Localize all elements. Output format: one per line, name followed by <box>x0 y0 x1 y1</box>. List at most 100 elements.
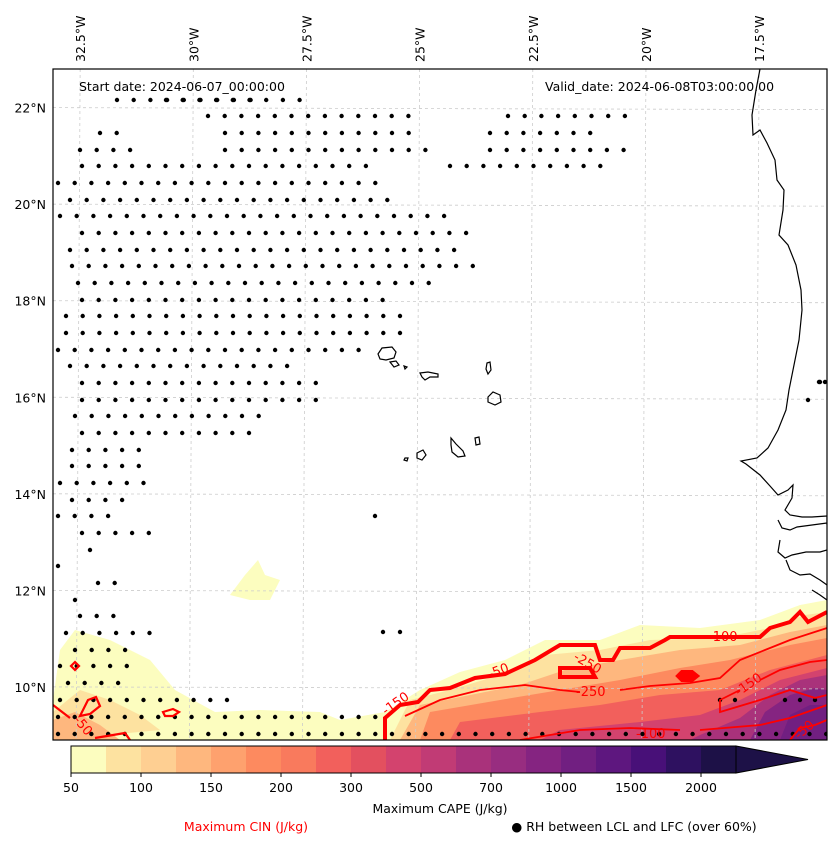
rh-marker <box>451 247 457 253</box>
rh-marker <box>323 714 328 720</box>
rh-marker <box>397 313 403 319</box>
rh-marker <box>325 213 330 219</box>
rh-marker <box>172 180 178 186</box>
colorbar-segment <box>456 746 492 773</box>
rh-marker <box>55 180 61 186</box>
rh-marker <box>514 163 519 169</box>
rh-marker <box>114 97 120 103</box>
rh-marker <box>89 714 94 720</box>
rh-marker <box>89 413 94 419</box>
rh-marker <box>640 731 645 737</box>
rh-marker <box>351 197 357 203</box>
rh-marker <box>113 163 118 169</box>
rh-marker <box>112 580 117 586</box>
rh-marker <box>341 213 347 219</box>
colorbar-segment <box>211 746 247 773</box>
rh-marker <box>109 280 114 286</box>
colorbar-tick-label: 500 <box>409 780 433 795</box>
rh-marker <box>57 663 63 669</box>
rh-marker <box>168 247 173 253</box>
rh-marker <box>156 347 161 353</box>
lon-tick-label: 25°W <box>413 27 428 62</box>
cin-contours <box>53 609 827 740</box>
rh-marker <box>230 380 235 386</box>
rh-marker <box>263 230 268 236</box>
rh-marker <box>588 147 593 153</box>
rh-marker <box>111 613 116 619</box>
rh-marker <box>251 197 256 203</box>
rh-marker <box>353 263 359 269</box>
rh-marker <box>180 330 186 336</box>
rh-marker <box>251 247 256 253</box>
cin-contour-50-thick <box>383 609 827 740</box>
colorbar-tick-label: 100 <box>129 780 153 795</box>
lat-tick-label: 10°N <box>14 680 46 695</box>
rh-marker <box>370 263 375 269</box>
rh-marker <box>263 297 268 303</box>
rh-marker <box>251 363 256 369</box>
rh-marker <box>213 297 218 303</box>
rh-marker <box>146 430 151 436</box>
rh-markers <box>55 97 827 737</box>
rh-marker <box>129 430 135 436</box>
rh-marker <box>297 97 302 103</box>
rh-marker <box>159 280 164 286</box>
rh-marker <box>439 731 445 737</box>
colorbar-segment <box>666 746 702 773</box>
rh-marker <box>356 113 361 119</box>
colorbar-segment <box>561 746 597 773</box>
rh-marker <box>57 697 63 703</box>
rh-marker <box>134 363 139 369</box>
rh-marker <box>323 731 328 737</box>
colorbar-tick-label: 50 <box>63 780 79 795</box>
rh-marker <box>339 347 345 353</box>
rh-marker <box>163 230 168 236</box>
lon-gridline <box>415 69 421 740</box>
rh-marker <box>339 714 345 720</box>
rh-marker <box>234 197 240 203</box>
rh-marker <box>72 647 78 653</box>
rh-marker <box>373 714 378 720</box>
rh-marker <box>80 330 85 336</box>
lat-tick-label: 18°N <box>14 294 46 309</box>
rh-marker <box>55 714 61 720</box>
rh-marker <box>301 247 306 253</box>
rh-marker <box>91 480 96 486</box>
rh-marker <box>306 180 311 186</box>
rh-marker <box>264 97 269 103</box>
rh-marker <box>86 263 91 269</box>
rh-marker <box>356 147 361 153</box>
rh-marker <box>168 363 173 369</box>
gridlines <box>53 69 827 740</box>
rh-marker <box>264 330 269 336</box>
contour-label: -50 <box>486 661 511 682</box>
rh-marker <box>218 197 223 203</box>
rh-marker <box>151 197 156 203</box>
rh-marker <box>124 697 129 703</box>
rh-marker <box>117 197 123 203</box>
rh-marker <box>564 163 570 169</box>
cape-verde-sao-nicolau <box>419 371 439 381</box>
rh-marker <box>246 430 252 436</box>
rh-marker <box>816 379 822 385</box>
rh-marker <box>284 247 290 253</box>
colorbar-tick-label: 150 <box>199 780 223 795</box>
rh-marker <box>274 213 280 219</box>
rh-marker <box>213 397 218 403</box>
rh-marker <box>72 731 77 737</box>
rh-marker <box>163 297 168 303</box>
rh-marker <box>239 180 244 186</box>
rh-marker <box>256 347 261 353</box>
rh-marker <box>264 313 269 319</box>
rh-marker <box>96 430 101 436</box>
rh-marker <box>80 630 85 636</box>
rh-marker <box>127 147 133 153</box>
rh-marker <box>119 497 125 503</box>
rh-marker <box>89 347 94 353</box>
rh-marker <box>280 313 286 319</box>
rh-marker <box>356 714 361 720</box>
rh-marker <box>147 313 152 319</box>
rh-marker <box>323 347 328 353</box>
rh-marker <box>79 430 85 436</box>
rh-marker <box>196 163 202 169</box>
